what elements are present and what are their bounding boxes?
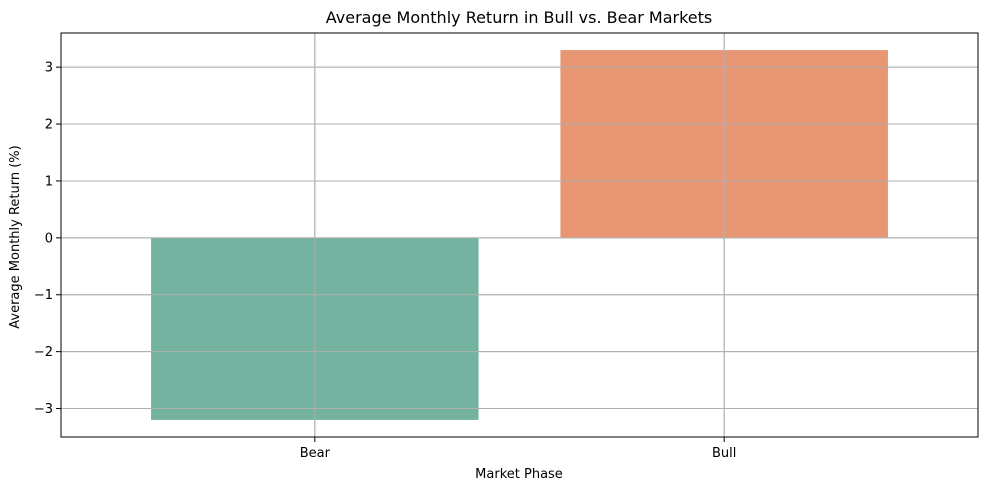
y-tick-label: 1 (45, 174, 53, 189)
axes: −3 −2 −1 0 1 2 3 Bear Bull (34, 32, 979, 461)
y-tick-label: 0 (45, 231, 53, 246)
x-tick-label: Bear (300, 446, 331, 461)
y-axis-label: Average Monthly Return (%) (8, 145, 23, 328)
x-axis-label: Market Phase (475, 467, 563, 482)
y-tick-label: −1 (34, 288, 53, 303)
chart-title: Average Monthly Return in Bull vs. Bear … (326, 8, 712, 27)
y-tick-label: −2 (34, 345, 53, 360)
y-tick-label: −3 (34, 402, 53, 417)
x-tick-label: Bull (712, 446, 736, 461)
y-tick-label: 2 (45, 118, 53, 133)
bars (61, 33, 978, 437)
y-tick-label: 3 (45, 61, 53, 76)
plot-frame (60, 32, 979, 438)
